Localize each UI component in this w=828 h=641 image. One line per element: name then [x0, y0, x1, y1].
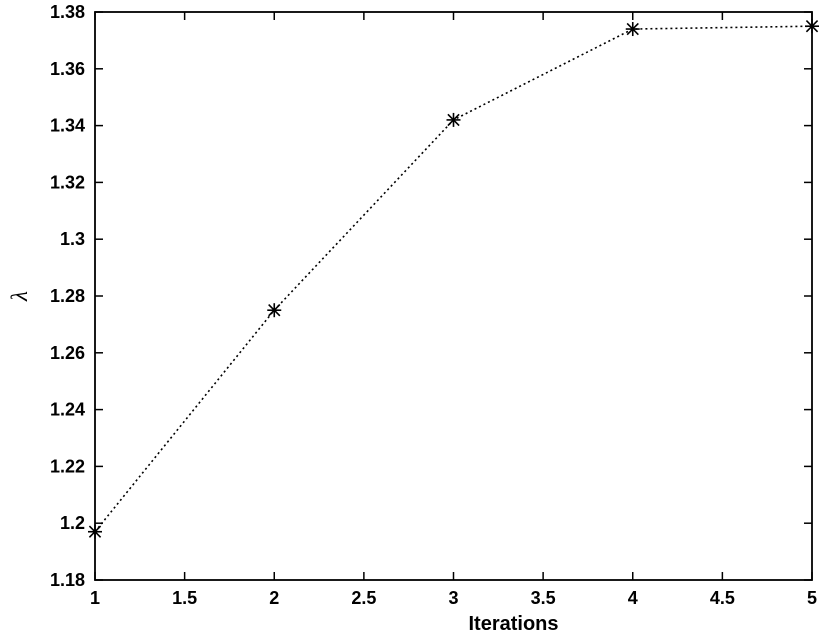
x-tick-label: 2: [269, 588, 279, 608]
data-marker: [805, 19, 819, 33]
y-tick-label: 1.28: [50, 286, 85, 306]
x-tick-label: 4.5: [710, 588, 735, 608]
y-tick-label: 1.36: [50, 59, 85, 79]
x-tick-label: 1.5: [172, 588, 197, 608]
x-tick-label: 2.5: [351, 588, 376, 608]
x-tick-label: 3.5: [531, 588, 556, 608]
x-tick-label: 1: [90, 588, 100, 608]
y-tick-label: 1.32: [50, 172, 85, 192]
y-axis-label: λ: [7, 291, 32, 302]
lambda-series-line: [95, 26, 812, 532]
y-tick-label: 1.22: [50, 456, 85, 476]
x-tick-label: 3: [448, 588, 458, 608]
data-marker: [267, 303, 281, 317]
y-tick-label: 1.18: [50, 570, 85, 590]
lambda-vs-iterations-chart: 1 1.5 2 2.5 3 3.5 4 4.5 5 1.18 1.2 1.22 1.24 1.26 1.28…: [0, 0, 828, 641]
x-tick-label: 4: [628, 588, 638, 608]
y-tick-label: 1.3: [60, 229, 85, 249]
x-tick-label: 5: [807, 588, 817, 608]
data-marker: [88, 525, 102, 539]
data-marker: [626, 22, 640, 36]
data-marker: [447, 113, 461, 127]
y-tick-label: 1.2: [60, 513, 85, 533]
plot-box: [95, 12, 812, 580]
y-tick-label: 1.34: [50, 116, 85, 136]
y-tick-label: 1.24: [50, 400, 85, 420]
y-tick-label: 1.26: [50, 343, 85, 363]
chart-svg: 1 1.5 2 2.5 3 3.5 4 4.5 5 1.18 1.2 1.22 1.24 1.26 1.28…: [0, 0, 828, 641]
x-axis-label: Iterations: [468, 613, 558, 635]
y-tick-label: 1.38: [50, 2, 85, 22]
